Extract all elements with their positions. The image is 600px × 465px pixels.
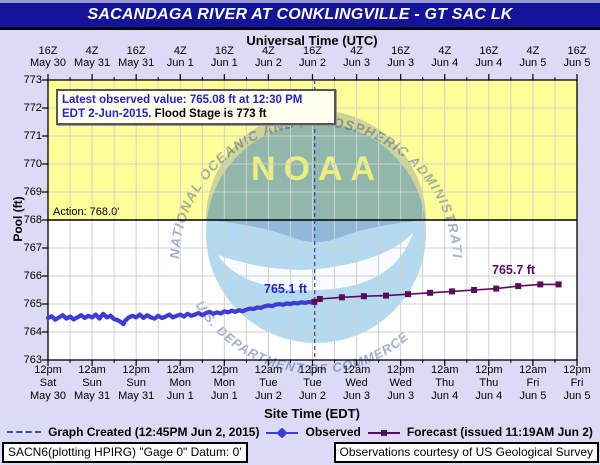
forecast-marker — [360, 293, 367, 300]
forecast-marker — [515, 283, 522, 290]
top-tick-label: 4Z Jun 1 — [166, 45, 194, 69]
forecast-marker — [493, 285, 500, 292]
top-tick-label: 16Z May 30 — [29, 45, 67, 69]
forecast-marker — [427, 289, 434, 296]
station-id-box: SACN6(plotting HPIRG) "Gage 0" Datum: 0' — [2, 442, 248, 463]
bottom-tick-label: 12pm Mon Jun 1 — [210, 364, 239, 402]
flood-stage-text: Flood Stage is 773 ft — [151, 108, 267, 120]
y-tick-label: 765 — [23, 298, 42, 310]
site-time-axis-title: Site Time (EDT) — [264, 406, 360, 421]
bottom-tick-label: 12pm Tue Jun 2 — [298, 364, 327, 402]
bottom-tick-label: 12am Mon Jun 1 — [166, 364, 195, 402]
top-tick-label: 4Z Jun 2 — [254, 45, 282, 69]
y-tick-label: 773 — [23, 74, 42, 86]
forecast-marker — [471, 287, 478, 293]
top-tick-label: 16Z Jun 3 — [387, 45, 415, 69]
top-tick-label: 4Z Jun 5 — [519, 45, 547, 69]
legend: Graph Created (12:45PM Jun 2, 2015) Obse… — [0, 425, 600, 439]
bottom-tick-label: 12pm Fri Jun 5 — [563, 364, 591, 402]
action-stage-label: Action: 768.0' — [53, 206, 120, 218]
bottom-tick-label: 12am Wed Jun 3 — [342, 364, 371, 402]
legend-created-label: Graph Created (12:45PM Jun 2, 2015) — [48, 425, 260, 439]
forecast-marker — [449, 288, 456, 295]
bottom-tick-label: 12pm Wed Jun 3 — [386, 364, 415, 402]
bottom-tick-label: 12pm Thu Jun 4 — [475, 364, 503, 402]
top-tick-label: 16Z Jun 1 — [210, 45, 238, 69]
observations-credit-box: Observations courtesy of US Geological S… — [333, 442, 599, 463]
forecast-marker — [537, 281, 544, 288]
forecast-marker — [311, 298, 318, 305]
y-tick-label: 772 — [23, 102, 42, 114]
latest-observed-info-box: Latest observed value: 765.08 ft at 12:3… — [56, 89, 336, 125]
top-tick-label: 16Z Jun 2 — [299, 45, 326, 69]
y-tick-label: 770 — [23, 158, 42, 170]
latest-observed-line2: EDT 2-Jun-2015. — [62, 108, 152, 120]
bottom-tick-label: 12am Thu Jun 4 — [430, 364, 459, 402]
observed-series-line — [45, 299, 317, 327]
forecast-marker — [316, 296, 323, 302]
forecast-marker — [405, 291, 411, 298]
bottom-tick-label: 12pm Sun May 31 — [118, 364, 155, 402]
y-tick-label: 769 — [23, 186, 42, 198]
bottom-tick-label: 12am Tue Jun 2 — [254, 364, 283, 402]
forecast-marker — [555, 281, 562, 288]
y-tick-label: 763 — [23, 354, 42, 366]
bottom-tick-label: 12am Sun May 31 — [74, 364, 111, 402]
forecast-value-callout: 765.7 ft — [492, 263, 536, 277]
legend-observed-label: Observed — [305, 425, 361, 439]
legend-forecast-label: Forecast (issued 11:19AM Jun 2) — [406, 425, 593, 439]
utc-axis-title: Universal Time (UTC) — [246, 33, 378, 48]
latest-observed-line1: Latest observed value: 765.08 ft at 12:3… — [62, 94, 303, 106]
bottom-tick-label: 12pm Sat May 30 — [29, 364, 67, 402]
top-tick-label: 4Z Jun 3 — [343, 45, 371, 69]
page-title: SACANDAGA RIVER AT CONKLINGVILLE - GT SA… — [0, 0, 600, 30]
y-tick-label: 767 — [23, 242, 42, 254]
y-tick-label: 764 — [23, 326, 42, 338]
top-tick-label: 16Z Jun 5 — [563, 45, 591, 69]
top-tick-label: 16Z Jun 4 — [475, 45, 503, 69]
svg-text:NOAA: NOAA — [251, 150, 383, 188]
y-tick-label: 768 — [23, 214, 42, 226]
top-tick-label: 4Z May 31 — [74, 45, 111, 69]
graph-created-line-icon — [7, 431, 42, 433]
forecast-line-icon — [367, 428, 400, 437]
bottom-tick-label: 12am Fri Jun 5 — [519, 364, 547, 402]
top-tick-label: 16Z May 31 — [118, 45, 155, 69]
observed-line-icon — [266, 426, 299, 439]
top-tick-label: 4Z Jun 4 — [431, 45, 459, 69]
y-tick-label: 771 — [23, 130, 42, 142]
y-tick-label: 766 — [23, 270, 42, 282]
forecast-marker — [383, 292, 389, 299]
forecast-marker — [338, 294, 345, 301]
observed-value-callout: 765.1 ft — [264, 282, 308, 296]
